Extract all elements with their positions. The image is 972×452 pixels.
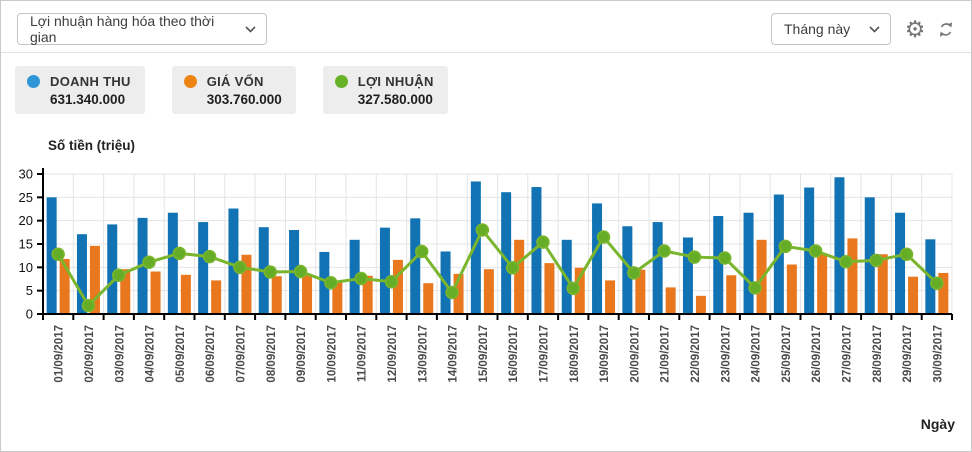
legend-value: 327.580.000 — [357, 92, 433, 107]
legend-dot-doanh-thu — [27, 75, 40, 88]
legend-label: LỢI NHUẬN — [357, 74, 434, 89]
legend-badge-gia-von[interactable]: GIÁ VỐN 303.760.000 — [171, 66, 296, 114]
svg-text:19/09/2017: 19/09/2017 — [599, 325, 611, 383]
legend-dot-gia-von — [183, 75, 197, 88]
svg-text:27/09/2017: 27/09/2017 — [841, 325, 853, 383]
svg-text:22/09/2017: 22/09/2017 — [690, 325, 702, 383]
svg-text:25/09/2017: 25/09/2017 — [781, 325, 793, 383]
legend-badge-doanh-thu[interactable]: DOANH THU 631.340.000 — [15, 66, 145, 114]
chevron-down-icon — [869, 25, 880, 33]
svg-text:13/09/2017: 13/09/2017 — [417, 325, 429, 383]
period-select-value: Tháng này — [784, 21, 851, 37]
legend-dot-loi-nhuan — [334, 75, 348, 88]
svg-text:18/09/2017: 18/09/2017 — [569, 325, 581, 383]
svg-text:07/09/2017: 07/09/2017 — [235, 325, 247, 383]
svg-text:28/09/2017: 28/09/2017 — [872, 325, 884, 383]
chevron-down-icon — [245, 25, 256, 33]
svg-text:06/09/2017: 06/09/2017 — [205, 325, 217, 383]
svg-text:17/09/2017: 17/09/2017 — [538, 325, 550, 383]
legend-value: 303.760.000 — [206, 92, 282, 107]
svg-text:30/09/2017: 30/09/2017 — [932, 325, 944, 383]
legend-value: 631.340.000 — [50, 92, 126, 107]
svg-text:11/09/2017: 11/09/2017 — [357, 325, 369, 382]
svg-text:23/09/2017: 23/09/2017 — [720, 325, 732, 383]
legend-label: DOANH THU — [50, 74, 131, 89]
svg-text:09/09/2017: 09/09/2017 — [296, 325, 308, 383]
report-select[interactable]: Lợi nhuận hàng hóa theo thời gian — [17, 13, 267, 45]
svg-text:0: 0 — [26, 307, 33, 322]
x-axis-title: Ngày — [920, 416, 955, 432]
svg-text:20: 20 — [19, 213, 33, 228]
svg-text:5: 5 — [26, 283, 33, 298]
settings-button[interactable]: ⚙ — [902, 16, 928, 42]
svg-text:16/09/2017: 16/09/2017 — [508, 325, 520, 383]
svg-text:01/09/2017: 01/09/2017 — [54, 325, 66, 383]
svg-text:08/09/2017: 08/09/2017 — [266, 325, 278, 383]
gear-icon: ⚙ — [904, 15, 926, 42]
svg-text:02/09/2017: 02/09/2017 — [84, 325, 96, 383]
svg-text:04/09/2017: 04/09/2017 — [145, 325, 157, 383]
svg-text:20/09/2017: 20/09/2017 — [629, 325, 641, 383]
svg-text:25: 25 — [19, 190, 33, 205]
svg-text:10/09/2017: 10/09/2017 — [326, 325, 338, 383]
svg-text:21/09/2017: 21/09/2017 — [660, 325, 672, 383]
svg-text:29/09/2017: 29/09/2017 — [902, 325, 914, 383]
svg-text:15/09/2017: 15/09/2017 — [478, 325, 490, 383]
legend: DOANH THU 631.340.000 GIÁ VỐN 303.760.00… — [15, 66, 448, 114]
chart-canvas: 0 5 10 15 20 25 30 01/09/2017 02/09/2017 03/09/20… — [19, 167, 953, 383]
refresh-icon — [939, 22, 953, 37]
svg-text:26/09/2017: 26/09/2017 — [811, 325, 823, 383]
svg-text:30: 30 — [19, 167, 33, 182]
refresh-button[interactable] — [933, 16, 959, 42]
legend-label: GIÁ VỐN — [206, 74, 264, 89]
period-select[interactable]: Tháng này — [771, 13, 891, 45]
report-select-value: Lợi nhuận hàng hóa theo thời gian — [30, 13, 215, 45]
svg-text:10: 10 — [19, 260, 33, 275]
y-axis-title: Số tiền (triệu) — [48, 138, 135, 153]
svg-text:05/09/2017: 05/09/2017 — [175, 325, 187, 383]
svg-text:14/09/2017: 14/09/2017 — [448, 325, 460, 383]
legend-badge-loi-nhuan[interactable]: LỢI NHUẬN 327.580.000 — [322, 66, 448, 114]
svg-text:24/09/2017: 24/09/2017 — [751, 325, 763, 383]
svg-text:12/09/2017: 12/09/2017 — [387, 325, 399, 383]
toolbar: Lợi nhuận hàng hóa theo thời gian Tháng … — [1, 1, 971, 53]
svg-text:03/09/2017: 03/09/2017 — [114, 325, 126, 383]
svg-text:15: 15 — [19, 237, 33, 252]
